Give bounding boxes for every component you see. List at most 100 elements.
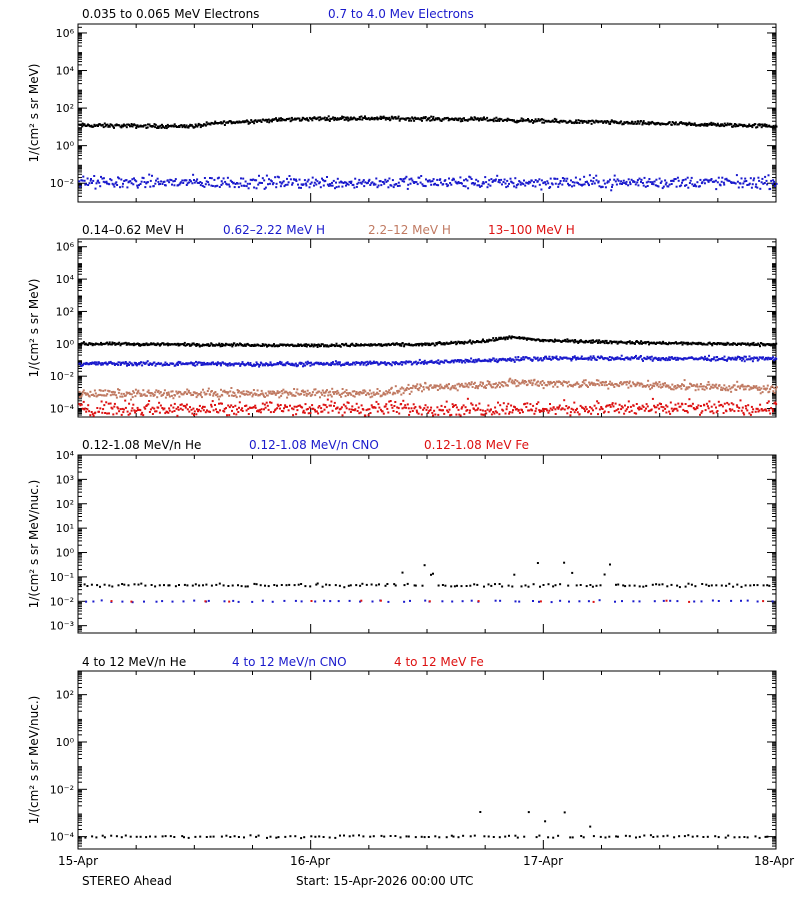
data-point	[634, 121, 636, 123]
data-point	[536, 120, 538, 122]
data-point	[348, 408, 350, 410]
data-point	[314, 394, 316, 396]
data-point	[327, 412, 329, 414]
data-point	[252, 179, 254, 181]
data-point	[300, 187, 302, 189]
data-point	[758, 180, 760, 182]
data-point	[662, 410, 664, 412]
x-tick-label: 15-Apr	[58, 854, 98, 868]
data-point	[675, 178, 677, 180]
data-point	[623, 180, 625, 182]
data-point	[211, 177, 213, 179]
legend-electrons-low: 0.035 to 0.065 MeV Electrons	[82, 7, 259, 21]
data-point	[721, 181, 723, 183]
data-point	[523, 180, 525, 182]
panel-2-frame	[78, 239, 776, 417]
data-point	[324, 409, 326, 411]
data-point	[173, 184, 175, 186]
data-point	[447, 411, 449, 413]
data-point	[470, 383, 472, 385]
data-point	[695, 408, 697, 410]
data-point	[395, 385, 397, 387]
data-point	[167, 412, 169, 414]
data-point	[489, 185, 491, 187]
data-point	[79, 186, 81, 188]
data-point	[492, 386, 494, 388]
data-point	[398, 182, 400, 184]
data-point	[104, 412, 106, 414]
data-point	[173, 126, 175, 128]
data-point	[589, 174, 591, 176]
data-point	[609, 404, 611, 406]
data-point	[594, 122, 596, 124]
data-point	[602, 186, 604, 188]
data-point	[604, 183, 606, 185]
data-point	[648, 121, 650, 123]
data-point	[588, 184, 590, 186]
data-point	[465, 406, 467, 408]
data-point	[213, 179, 215, 181]
data-point	[196, 396, 198, 398]
data-point	[397, 185, 399, 187]
data-point	[708, 381, 710, 383]
data-point	[228, 184, 230, 186]
data-point	[380, 184, 382, 186]
data-point	[170, 179, 172, 181]
data-point	[540, 357, 542, 359]
data-point	[86, 408, 88, 410]
data-point	[622, 182, 624, 184]
data-point	[234, 186, 236, 188]
data-point	[236, 408, 238, 410]
data-point	[294, 395, 296, 397]
data-point	[498, 413, 500, 415]
data-point	[315, 184, 317, 186]
data-point	[296, 406, 298, 408]
data-point	[420, 385, 422, 387]
data-point	[113, 184, 115, 186]
data-point	[80, 395, 82, 397]
data-point	[500, 179, 502, 181]
data-point	[90, 178, 92, 180]
data-point	[561, 382, 563, 384]
data-point	[292, 182, 294, 184]
data-point	[400, 345, 402, 347]
data-point	[320, 392, 322, 394]
data-point	[338, 186, 340, 188]
data-point	[735, 183, 737, 185]
data-point	[122, 183, 124, 185]
data-point	[569, 414, 571, 416]
data-point	[734, 125, 736, 127]
data-point	[290, 392, 292, 394]
data-point	[546, 409, 548, 411]
data-point	[684, 379, 686, 381]
data-point	[583, 176, 585, 178]
data-point	[529, 403, 531, 405]
data-point	[405, 389, 407, 391]
data-point	[408, 120, 410, 122]
data-point	[707, 405, 709, 407]
data-point	[671, 384, 673, 386]
data-point	[280, 404, 282, 406]
data-point	[109, 390, 111, 392]
data-point	[204, 177, 206, 179]
data-point	[546, 180, 548, 182]
data-point	[493, 413, 495, 415]
data-point	[499, 386, 501, 388]
data-point	[484, 176, 486, 178]
data-point	[586, 181, 588, 183]
data-point	[293, 408, 295, 410]
data-point	[697, 386, 699, 388]
data-point	[559, 182, 561, 184]
data-point	[728, 385, 730, 387]
data-point	[576, 122, 578, 124]
data-point	[227, 177, 229, 179]
data-point	[493, 358, 495, 360]
data-point	[745, 405, 747, 407]
data-point	[356, 186, 358, 188]
data-point	[550, 178, 552, 180]
data-point	[168, 391, 170, 393]
data-point	[209, 177, 211, 179]
data-point	[723, 412, 725, 414]
data-point	[335, 182, 337, 184]
data-point	[645, 408, 647, 410]
